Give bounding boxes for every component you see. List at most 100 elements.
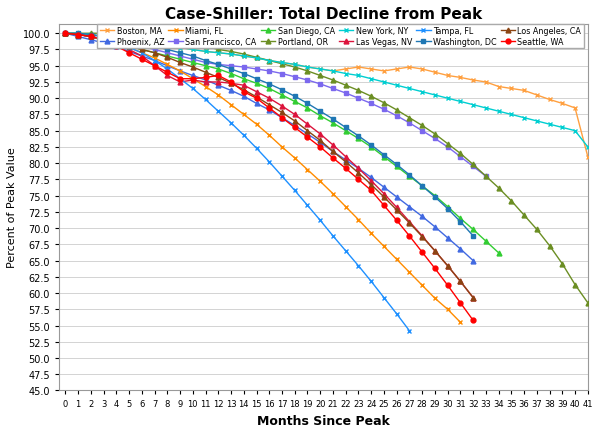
Las Vegas, NV [151,64,158,69]
Tampa, FL [406,329,413,334]
San Diego, CA [368,145,375,150]
New York, NY [470,103,477,108]
Los Angeles, CA [317,138,324,144]
Line: Los Angeles, CA: Los Angeles, CA [63,32,476,300]
Los Angeles, CA [189,65,196,70]
Seattle, WA [164,70,171,76]
New York, NY [508,112,515,118]
Boston, MA [508,87,515,92]
Portland, OR [176,41,184,46]
X-axis label: Months Since Peak: Months Since Peak [257,414,390,427]
Tampa, FL [87,35,94,40]
Phoenix, AZ [380,185,388,191]
Line: Portland, OR: Portland, OR [63,32,590,306]
Washington, DC [419,184,426,189]
Tampa, FL [368,279,375,284]
New York, NY [431,93,439,99]
Miami, FL [125,46,133,51]
Las Vegas, NV [138,54,145,59]
Tampa, FL [151,59,158,64]
Line: Tampa, FL: Tampa, FL [63,32,412,333]
Boston, MA [482,80,490,85]
Portland, OR [571,283,578,288]
Boston, MA [113,37,120,42]
San Diego, CA [151,51,158,56]
Line: Phoenix, AZ: Phoenix, AZ [63,32,476,263]
San Francisco, CA [380,107,388,112]
Las Vegas, NV [227,82,235,87]
Miami, FL [253,122,260,128]
San Diego, CA [304,106,311,111]
New York, NY [291,62,298,68]
Los Angeles, CA [100,38,107,43]
Portland, OR [419,124,426,129]
Las Vegas, NV [329,143,337,148]
San Francisco, CA [278,72,286,77]
Los Angeles, CA [125,45,133,50]
Boston, MA [125,38,133,43]
Miami, FL [164,62,171,68]
Seattle, WA [240,90,247,95]
Boston, MA [533,93,541,99]
Washington, DC [317,109,324,115]
Washington, DC [253,77,260,82]
Seattle, WA [317,145,324,150]
San Diego, CA [189,61,196,66]
Boston, MA [431,70,439,76]
Portland, OR [227,50,235,55]
Las Vegas, NV [406,220,413,225]
Boston, MA [457,76,464,81]
Miami, FL [189,77,196,82]
Washington, DC [113,37,120,42]
San Francisco, CA [189,57,196,62]
Title: Case-Shiller: Total Decline from Peak: Case-Shiller: Total Decline from Peak [165,7,482,22]
Washington, DC [355,134,362,139]
New York, NY [419,90,426,95]
Tampa, FL [100,38,107,43]
Boston, MA [559,102,566,107]
Tampa, FL [74,33,82,38]
Portland, OR [444,142,451,147]
Las Vegas, NV [419,234,426,239]
Seattle, WA [151,64,158,69]
Miami, FL [74,33,82,38]
Portland, OR [546,243,553,249]
Portland, OR [253,56,260,61]
San Francisco, CA [304,78,311,83]
New York, NY [113,37,120,42]
San Francisco, CA [342,91,349,96]
Boston, MA [444,74,451,79]
Miami, FL [227,103,235,108]
San Francisco, CA [406,121,413,126]
Seattle, WA [189,77,196,82]
Portland, OR [240,52,247,57]
San Francisco, CA [482,174,490,179]
San Diego, CA [240,77,247,82]
Washington, DC [329,117,337,122]
Washington, DC [406,173,413,178]
Portland, OR [113,33,120,38]
San Francisco, CA [457,155,464,160]
Portland, OR [559,262,566,267]
New York, NY [393,83,400,89]
Washington, DC [176,51,184,56]
Seattle, WA [138,57,145,62]
San Diego, CA [87,35,94,40]
Las Vegas, NV [215,80,222,85]
Portland, OR [202,45,209,50]
Portland, OR [393,108,400,113]
San Diego, CA [278,93,286,99]
Phoenix, AZ [164,64,171,69]
Phoenix, AZ [176,69,184,74]
San Diego, CA [482,239,490,244]
San Diego, CA [495,250,502,256]
Tampa, FL [125,46,133,51]
Seattle, WA [329,156,337,161]
Portland, OR [100,32,107,37]
Portland, OR [62,32,69,37]
Tampa, FL [355,263,362,269]
New York, NY [74,32,82,37]
Boston, MA [62,32,69,37]
Boston, MA [495,85,502,90]
Miami, FL [151,56,158,61]
